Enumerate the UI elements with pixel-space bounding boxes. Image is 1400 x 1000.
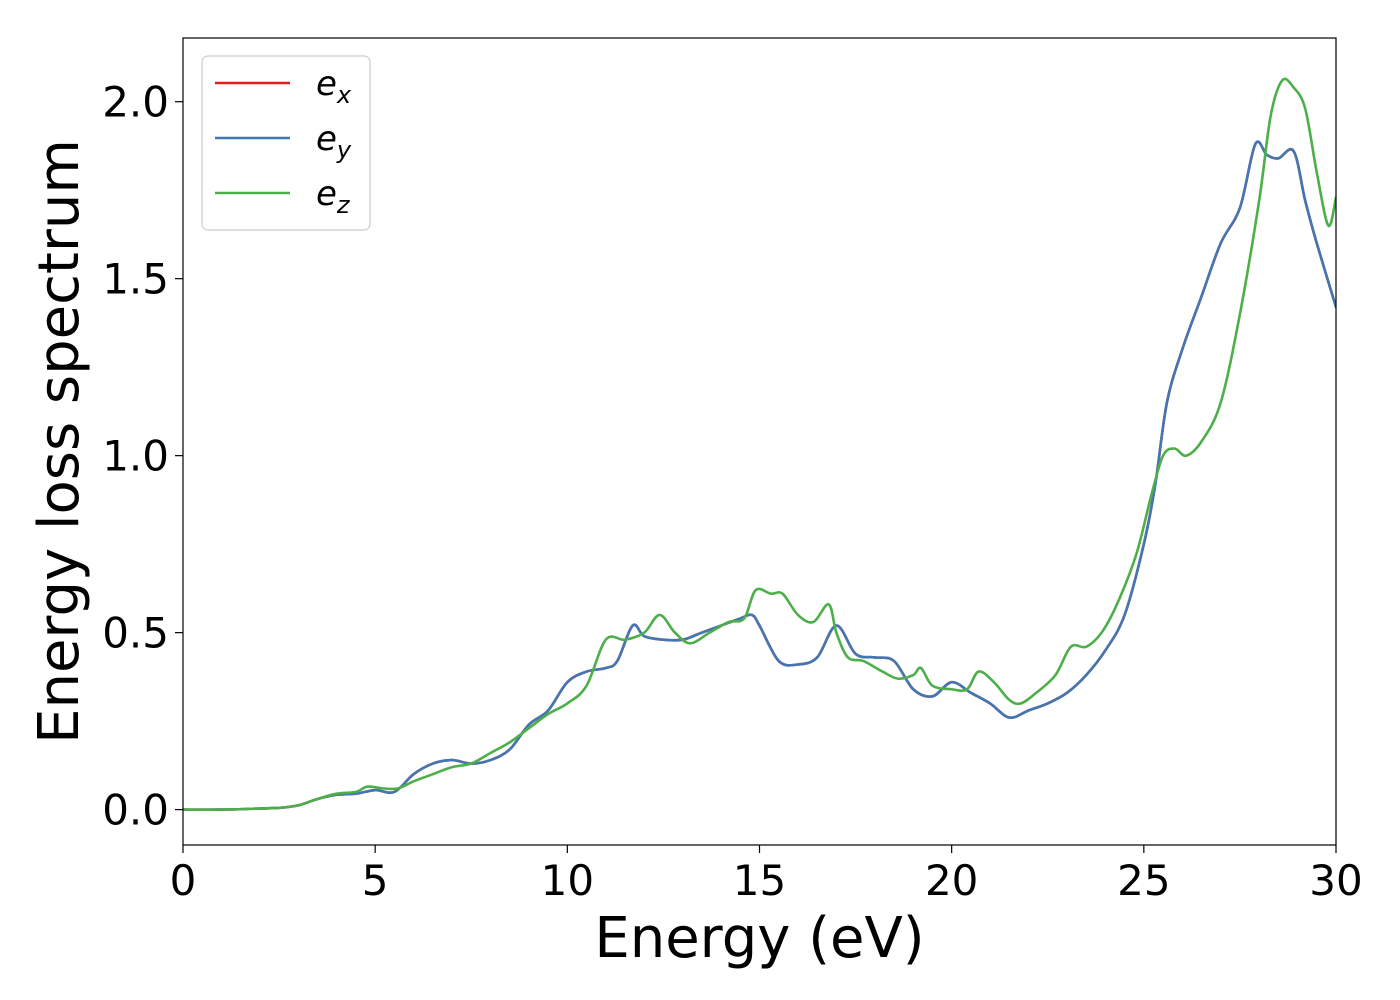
x-tick-label: 20	[925, 856, 978, 905]
legend-box	[201, 55, 371, 231]
x-tick-label: 25	[1117, 856, 1170, 905]
legend-label-ex: ex	[316, 64, 352, 109]
x-tick-label: 5	[362, 856, 389, 905]
legend-label-ez: ez	[316, 174, 351, 219]
y-tick-label: 1.0	[102, 432, 169, 481]
y-axis-ticks: 0.0 0.5 1.0 1.5 2.0	[102, 78, 183, 835]
series-line-ex	[183, 140, 1336, 811]
y-tick-label: 2.0	[102, 78, 169, 127]
legend: ex ey ez	[201, 55, 371, 231]
x-tick-label: 0	[170, 856, 197, 905]
x-tick-label: 10	[541, 856, 594, 905]
y-tick-label: 0.0	[102, 786, 169, 835]
legend-label-ey: ey	[316, 119, 352, 164]
x-tick-label: 15	[733, 856, 786, 905]
x-tick-label: 30	[1309, 856, 1362, 905]
y-axis-title: Energy loss spectrum	[27, 139, 92, 744]
series-line-ez	[183, 77, 1336, 811]
series-line-ey	[183, 140, 1336, 811]
series-layer	[183, 77, 1336, 811]
x-axis-ticks: 0 5 10 15 20 25 30	[170, 845, 1363, 905]
y-tick-label: 1.5	[102, 255, 169, 304]
y-tick-label: 0.5	[102, 609, 169, 658]
x-axis-title: Energy (eV)	[594, 906, 924, 971]
